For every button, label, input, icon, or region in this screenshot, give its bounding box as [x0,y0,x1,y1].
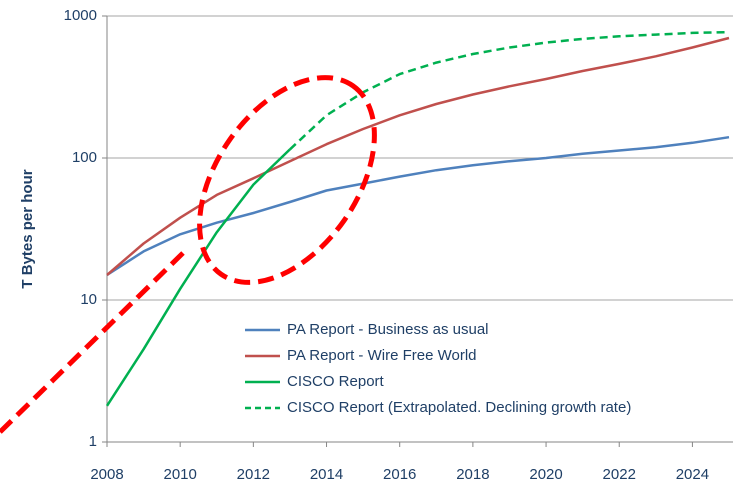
series-line [105,148,291,407]
y-tick-label: 1 [89,433,97,450]
y-tick-label: 10 [80,291,97,308]
x-tick-label: 2024 [676,466,709,483]
x-tick-label: 2020 [529,466,562,483]
highlight-line [0,250,186,434]
series-line [106,135,730,277]
x-tick-label: 2012 [237,466,270,483]
x-tick-label: 2018 [456,466,489,483]
legend-label: CISCO Report (Extrapolated. Declining gr… [287,399,631,416]
x-tick-label: 2010 [163,466,196,483]
plot-area: 1 10 100 1000 2008 2010 2012 2014 2016 2018 2020 20… [64,7,733,483]
y-axis-label: T Bytes per hour [19,169,36,288]
x-tick-label: 2016 [383,466,416,483]
x-tick-label: 2014 [310,466,343,483]
legend-label: CISCO Report [287,373,385,390]
x-tick-label: 2008 [90,466,123,483]
y-tick-label: 1000 [64,7,97,24]
highlight-ellipse [197,75,377,285]
series-line [106,36,730,276]
legend-label: PA Report - Wire Free World [287,347,477,364]
x-tick-label: 2022 [603,466,636,483]
legend-label: PA Report - Business as usual [287,321,489,338]
y-tick-label: 100 [72,149,97,166]
